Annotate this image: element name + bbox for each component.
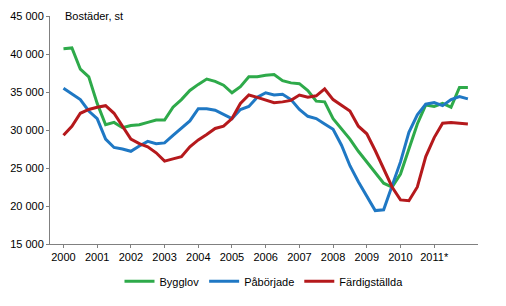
svg-text:2004: 2004 [186, 251, 210, 263]
svg-text:2005: 2005 [220, 251, 244, 263]
svg-text:2011*: 2011* [420, 251, 449, 263]
svg-text:15 000: 15 000 [10, 238, 44, 250]
svg-text:2003: 2003 [152, 251, 176, 263]
svg-text:2008: 2008 [321, 251, 345, 263]
svg-text:2007: 2007 [287, 251, 311, 263]
svg-text:Bostäder, st: Bostäder, st [65, 10, 123, 22]
svg-text:2009: 2009 [355, 251, 379, 263]
svg-text:2001: 2001 [85, 251, 109, 263]
svg-text:45 000: 45 000 [10, 10, 44, 22]
svg-text:20 000: 20 000 [10, 200, 44, 212]
svg-text:2006: 2006 [253, 251, 277, 263]
svg-text:40 000: 40 000 [10, 48, 44, 60]
svg-text:Påbörjade: Påbörjade [244, 276, 294, 288]
svg-text:Bygglov: Bygglov [160, 276, 200, 288]
svg-text:25 000: 25 000 [10, 162, 44, 174]
svg-text:2010: 2010 [388, 251, 412, 263]
svg-text:Färdigställda: Färdigställda [339, 276, 403, 288]
svg-text:2002: 2002 [119, 251, 143, 263]
svg-text:30 000: 30 000 [10, 124, 44, 136]
svg-text:35 000: 35 000 [10, 86, 44, 98]
svg-text:2000: 2000 [51, 251, 75, 263]
